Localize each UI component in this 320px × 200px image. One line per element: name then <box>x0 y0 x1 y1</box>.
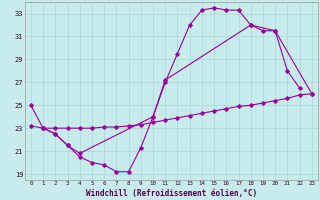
X-axis label: Windchill (Refroidissement éolien,°C): Windchill (Refroidissement éolien,°C) <box>86 189 257 198</box>
